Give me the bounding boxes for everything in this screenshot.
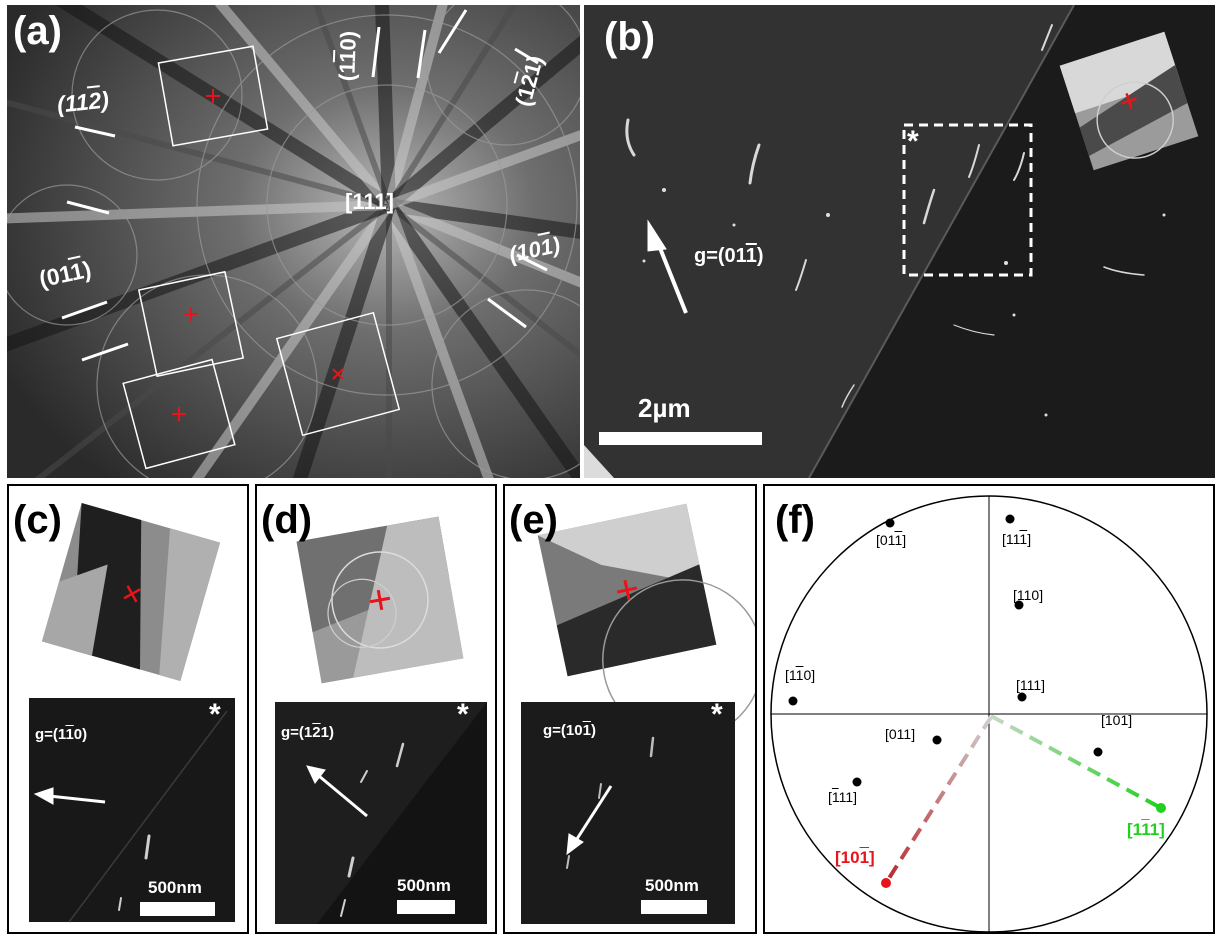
kikuchi-band <box>7 200 390 224</box>
pole-dot <box>932 735 942 745</box>
kikuchi-band <box>388 198 580 239</box>
inset-kikuchi-pattern <box>1059 31 1199 171</box>
pole-label-101: [101] <box>1101 712 1133 728</box>
kikuchi-band <box>214 5 393 209</box>
direction-line-red <box>884 715 993 885</box>
kikuchi-band <box>383 200 580 478</box>
panel-e-contents: (e) g=(101) * 500nm <box>505 486 755 932</box>
g-vector-arrow <box>647 219 688 314</box>
kikuchi-band <box>387 202 580 359</box>
kikuchi-band <box>375 5 396 206</box>
kikuchi-band <box>313 5 392 207</box>
plane-label-112: (112) <box>55 86 111 118</box>
kikuchi-band <box>387 130 580 210</box>
kikuchi-band <box>387 200 580 288</box>
direction-endpoint-green <box>1156 803 1166 813</box>
panel-d-contents: (d) g=(121) * 500nm <box>257 486 495 932</box>
plane-label-1-10: (110) <box>334 30 361 82</box>
pattern-crop-e <box>537 503 755 741</box>
pattern-crop-box <box>122 358 236 470</box>
zone-axis-label: [111] <box>345 189 394 214</box>
panel-f-label: (f) <box>775 498 815 542</box>
scale-bar <box>599 432 762 445</box>
g-vector-label-d: g=(121) <box>281 724 334 741</box>
g-arrow-e <box>566 785 613 856</box>
pole-label-011: [011] <box>885 726 916 742</box>
kikuchi-band <box>386 5 518 207</box>
scale-label-e: 500nm <box>645 876 699 895</box>
pole-label-110: [110] <box>1013 587 1044 603</box>
pole-label-1-10: [110] <box>785 667 816 683</box>
star-marker-d: * <box>457 698 469 731</box>
kikuchi-band <box>191 202 394 478</box>
pattern-crop-box <box>137 270 245 378</box>
pattern-crop-c <box>41 502 221 682</box>
g-arrow-d <box>306 765 368 818</box>
pole-label-11-1: [111] <box>1002 531 1032 547</box>
pattern-crop-box <box>157 45 269 147</box>
dark-field-micrograph <box>584 5 1215 478</box>
dark-field-crop-e <box>521 702 735 924</box>
scale-bar-c <box>140 902 215 916</box>
direction-endpoint-red <box>881 878 891 888</box>
pole-dot <box>1017 692 1027 702</box>
kikuchi-band <box>384 203 494 478</box>
g-vector-label-e: g=(101) <box>543 722 596 739</box>
pole-label-01-1: [011] <box>876 532 907 548</box>
scale-bar-d <box>397 900 455 914</box>
dark-field-crop-c <box>29 698 235 922</box>
pole-dot <box>1093 747 1103 757</box>
panel-b-label: (b) <box>604 15 656 59</box>
star-marker-e: * <box>711 698 723 731</box>
region-star-marker: * <box>907 125 919 158</box>
pattern-crop-d <box>296 516 464 684</box>
panel-d-label: (d) <box>261 498 313 542</box>
kikuchi-band <box>384 5 448 207</box>
scale-bar-e <box>641 900 707 914</box>
pole-label-111: [111] <box>1016 677 1046 693</box>
panel-e-label: (e) <box>509 498 558 542</box>
direction-label-green: [111] <box>1127 820 1165 839</box>
panel-f-contents: (f) [011] [111] [110] [110] [111] [011] … <box>765 486 1213 932</box>
kikuchi-pattern-image <box>7 5 580 478</box>
pattern-crop-box <box>275 311 401 437</box>
panel-c-label: (c) <box>13 498 62 542</box>
pole-dot <box>1014 600 1024 610</box>
panel-c-contents: (c) g=(110) * 500nm <box>9 486 247 932</box>
star-marker-c: * <box>209 698 221 731</box>
kikuchi-band <box>292 202 396 478</box>
g-vector-label: g=(011) <box>694 245 764 267</box>
g-arrow-c <box>33 787 106 805</box>
panel-b-dark-field-image: (b) * g=(011) 2µm <box>584 5 1215 478</box>
pole-dot <box>885 518 895 528</box>
pole-dot <box>1005 514 1015 524</box>
direction-line-green <box>990 714 1162 810</box>
pole-dot <box>788 696 798 706</box>
kikuchi-band <box>34 202 391 478</box>
scale-label-c: 500nm <box>148 878 202 897</box>
direction-label-red: [101] <box>835 848 875 867</box>
panel-a-kikuchi-pattern: (a) [111] (112) (110) (121) (011) (101) <box>7 5 580 478</box>
kikuchi-band <box>384 35 580 211</box>
pole-dot <box>852 777 862 787</box>
kikuchi-band <box>7 99 390 208</box>
kikuchi-band <box>55 5 393 211</box>
scale-bar-label: 2µm <box>638 393 691 423</box>
panel-a-label: (a) <box>13 9 62 53</box>
selected-region-box <box>902 123 1033 277</box>
pole-label-m111: [111] <box>828 789 858 805</box>
scale-label-d: 500nm <box>397 876 451 895</box>
g-vector-label-c: g=(110) <box>35 726 88 743</box>
